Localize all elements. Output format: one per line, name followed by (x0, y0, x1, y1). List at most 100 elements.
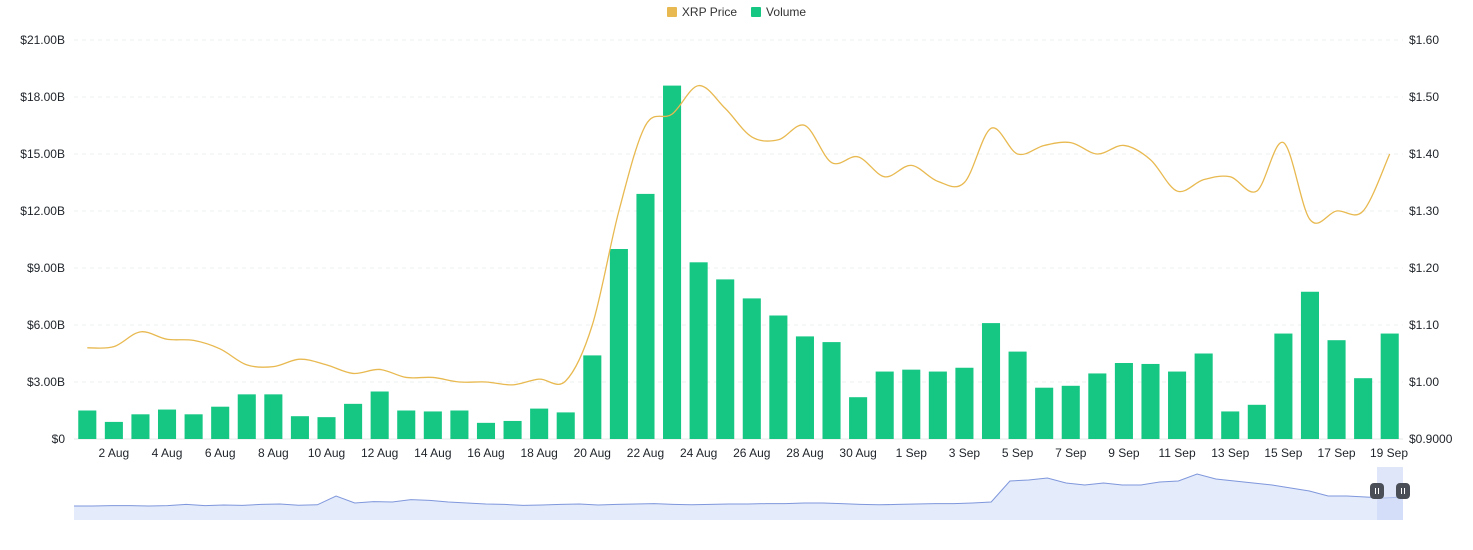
navigator-handle[interactable] (1370, 483, 1384, 499)
x-axis: 2 Aug 4 Aug 6 Aug 8 Aug 10 Aug 12 Aug 14 Aug 16… (99, 446, 1409, 460)
volume-bar[interactable] (1114, 363, 1133, 439)
navigator-handle[interactable] (1396, 483, 1410, 499)
y-right-tick-label: $1.20 (1409, 261, 1439, 275)
x-tick-label: 22 Aug (627, 446, 664, 460)
volume-bar[interactable] (503, 420, 522, 439)
volume-bar[interactable] (795, 336, 814, 439)
volume-bar[interactable] (450, 410, 469, 440)
volume-bar[interactable] (476, 422, 496, 439)
y-left-tick-label: $3.00B (27, 375, 65, 389)
y-right-tick-label: $1.30 (1409, 204, 1439, 218)
x-tick-label: 24 Aug (680, 446, 717, 460)
volume-bar[interactable] (1247, 404, 1266, 439)
volume-bar[interactable] (397, 410, 416, 440)
legend-swatch-price (666, 7, 677, 17)
y-left-tick-label: $18.00B (20, 90, 65, 104)
volume-bar[interactable] (264, 394, 283, 439)
x-tick-label: 19 Sep (1370, 446, 1408, 460)
volume-bar[interactable] (344, 403, 363, 439)
y-right-tick-label: $1.10 (1409, 318, 1439, 332)
volume-bar[interactable] (769, 315, 788, 440)
volume-bar[interactable] (290, 416, 309, 439)
x-tick-label: 10 Aug (308, 446, 345, 460)
range-navigator[interactable] (74, 467, 1410, 520)
volume-bar[interactable] (902, 369, 921, 439)
volume-bar[interactable] (131, 414, 150, 439)
volume-bar[interactable] (716, 279, 735, 439)
volume-bar[interactable] (928, 371, 947, 439)
y-left-tick-label: $0 (52, 432, 66, 446)
volume-bar[interactable] (583, 355, 602, 439)
volume-bar[interactable] (317, 417, 336, 439)
chart-legend: XRP Price Volume (0, 5, 1473, 19)
handle-grip-icon (1396, 483, 1410, 499)
volume-bars (78, 85, 1399, 440)
y-left-tick-label: $21.00B (20, 33, 65, 47)
legend-swatch-volume (751, 7, 762, 17)
volume-bar[interactable] (78, 410, 97, 440)
volume-bar[interactable] (849, 397, 868, 439)
volume-bar[interactable] (1194, 353, 1213, 440)
volume-bar[interactable] (370, 391, 389, 440)
volume-bar[interactable] (1088, 373, 1107, 439)
x-tick-label: 12 Aug (361, 446, 398, 460)
volume-bar[interactable] (981, 323, 1001, 439)
x-tick-label: 18 Aug (520, 446, 557, 460)
volume-bar[interactable] (663, 85, 682, 439)
x-tick-label: 5 Sep (1002, 446, 1034, 460)
volume-bar[interactable] (556, 412, 575, 439)
volume-bar[interactable] (1300, 291, 1320, 439)
y-left-tick-label: $12.00B (20, 204, 65, 218)
x-tick-label: 2 Aug (99, 446, 130, 460)
price-line (87, 84, 1391, 386)
volume-bar[interactable] (742, 298, 761, 439)
y-axis-left: $0 $3.00B $6.00B $9.00B $12.00B $15.00B $18.00… (20, 33, 65, 446)
legend-label-volume: Volume (766, 5, 807, 19)
legend-item-volume[interactable]: Volume (751, 5, 806, 19)
x-tick-label: 6 Aug (205, 446, 236, 460)
volume-bar[interactable] (237, 394, 256, 439)
volume-bar[interactable] (822, 342, 841, 439)
y-axis-right: $0.9000 $1.00 $1.10 $1.20 $1.30 $1.40 $1.50 $1.… (1409, 33, 1453, 446)
volume-bar[interactable] (530, 408, 549, 439)
volume-bar[interactable] (689, 262, 708, 439)
x-tick-label: 13 Sep (1211, 446, 1249, 460)
volume-bar[interactable] (104, 421, 123, 439)
volume-bar[interactable] (1354, 378, 1373, 439)
y-right-tick-label: $1.60 (1409, 33, 1439, 47)
volume-bar[interactable] (1061, 385, 1080, 439)
volume-bar[interactable] (609, 249, 628, 439)
volume-bar[interactable] (157, 409, 177, 439)
y-right-tick-label: $1.00 (1409, 375, 1439, 389)
y-left-tick-label: $6.00B (27, 318, 65, 332)
volume-bar[interactable] (1008, 351, 1027, 439)
volume-bar[interactable] (636, 193, 655, 439)
x-tick-label: 26 Aug (733, 446, 770, 460)
x-tick-label: 30 Aug (839, 446, 876, 460)
legend-label-price: XRP Price (681, 5, 738, 19)
volume-bar[interactable] (955, 367, 974, 439)
y-right-tick-label: $1.50 (1409, 90, 1439, 104)
handle-grip-icon (1370, 483, 1384, 499)
volume-bar[interactable] (423, 411, 442, 439)
x-tick-label: 28 Aug (786, 446, 823, 460)
volume-bar[interactable] (1221, 411, 1240, 439)
navigator-area (74, 474, 1403, 520)
volume-bar[interactable] (1035, 387, 1054, 439)
volume-bar[interactable] (1327, 340, 1346, 439)
volume-bar[interactable] (1380, 333, 1399, 439)
x-tick-label: 4 Aug (152, 446, 183, 460)
volume-bar[interactable] (184, 414, 203, 439)
volume-bar[interactable] (875, 371, 894, 439)
x-tick-label: 15 Sep (1264, 446, 1302, 460)
x-tick-label: 11 Sep (1158, 446, 1195, 460)
x-tick-label: 3 Sep (949, 446, 981, 460)
volume-bar[interactable] (1141, 363, 1160, 439)
volume-bar[interactable] (211, 406, 230, 439)
volume-bar[interactable] (1274, 333, 1293, 439)
volume-bar[interactable] (1168, 371, 1187, 439)
legend-item-price[interactable]: XRP Price (666, 5, 738, 19)
x-tick-label: 9 Sep (1108, 446, 1140, 460)
